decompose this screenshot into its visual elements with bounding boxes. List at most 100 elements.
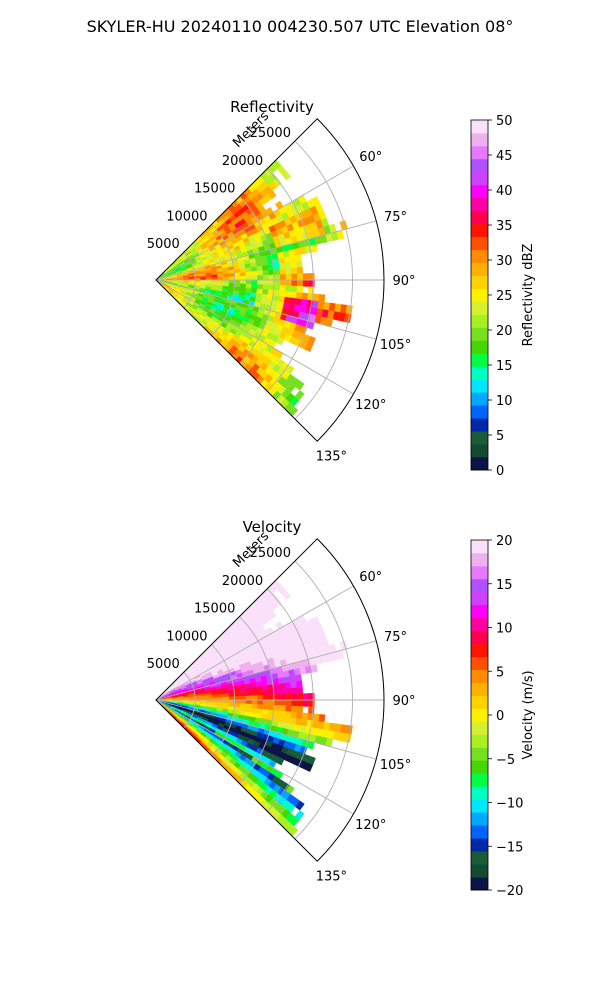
colorbar-swatch: [471, 812, 488, 826]
colorbar-swatch: [471, 366, 488, 380]
colorbar-swatch: [471, 288, 488, 302]
colorbar-swatch: [471, 643, 488, 658]
colorbar-swatch: [471, 656, 488, 671]
colorbar-tick-label: 20: [496, 534, 513, 549]
colorbar-swatch: [471, 760, 488, 774]
theta-tick-label: 90°: [392, 694, 415, 709]
colorbar-tick-label: 50: [496, 114, 513, 129]
r-tick-label: 5000: [147, 237, 180, 252]
reflectivity-panel: 5000 10000 15000 20000 25000 60° 75° 90° 105° 120…: [147, 98, 536, 479]
figure-title: SKYLER-HU 20240110 004230.507 UTC Elevat…: [87, 17, 514, 36]
azimuth-gridline: [155, 279, 377, 340]
theta-tick-label: 75°: [384, 630, 407, 645]
azimuth-gridline: [155, 640, 377, 701]
colorbar-swatch: [471, 210, 488, 225]
colorbar-swatch: [471, 565, 488, 580]
theta-tick-label: 120°: [355, 398, 386, 413]
colorbar-swatch: [471, 708, 488, 722]
theta-tick-label: 75°: [384, 210, 407, 225]
theta-tick-label: 120°: [355, 818, 386, 833]
colorbar-swatch: [471, 552, 488, 567]
colorbar-swatch: [471, 223, 488, 238]
colorbar-swatch: [471, 630, 488, 645]
theta-tick-label: 90°: [392, 274, 415, 289]
colorbar-tick-label: 0: [496, 464, 504, 479]
theta-tick-label: 105°: [380, 338, 411, 353]
colorbar-tick-label: 0: [496, 709, 504, 724]
colorbar-swatch: [471, 132, 488, 147]
colorbar-swatch: [471, 120, 488, 134]
colorbar-swatch: [471, 604, 488, 619]
colorbar-swatch: [471, 249, 488, 263]
r-tick-label: 15000: [194, 182, 235, 197]
colorbar-swatch: [471, 444, 488, 458]
r-tick-label: 25000: [250, 546, 291, 561]
colorbar-swatch: [471, 773, 488, 787]
colorbar-tick-label: 35: [496, 219, 513, 234]
colorbar-tick-label: 25: [496, 289, 513, 304]
colorbar: 0 5 10 15 20 25 30 35 40 45 50 Reflectivity dBZ: [470, 114, 536, 479]
colorbar-tick-label: 15: [496, 578, 513, 593]
colorbar-swatch: [471, 262, 488, 276]
r-tick-label: 25000: [250, 126, 291, 141]
colorbar-swatch: [471, 184, 488, 199]
colorbar-swatch: [471, 236, 488, 251]
r-tick-label: 15000: [194, 602, 235, 617]
colorbar-swatch: [471, 786, 488, 800]
colorbar-swatch: [471, 314, 488, 328]
colorbar-tick-label: −20: [496, 884, 523, 899]
panel-title: Velocity: [243, 518, 302, 536]
colorbar-swatch: [471, 431, 488, 445]
colorbar: −20 −15 −10 −5 0 5 10 15 20 Velocity (m/s): [470, 534, 536, 899]
colorbar-tick-label: −5: [496, 753, 515, 768]
azimuth-gridline: [155, 279, 354, 395]
colorbar-label: Velocity (m/s): [521, 670, 536, 759]
colorbar-tick-label: 45: [496, 149, 513, 164]
colorbar-swatch: [471, 695, 488, 709]
colorbar-swatch: [471, 540, 488, 554]
r-tick-label: 20000: [222, 154, 263, 169]
colorbar-swatch: [471, 747, 488, 761]
colorbar-swatch: [471, 838, 488, 852]
colorbar-label: Reflectivity dBZ: [521, 244, 536, 347]
colorbar-swatch: [471, 340, 488, 354]
theta-tick-label: 60°: [359, 570, 382, 585]
colorbar-swatch: [471, 197, 488, 212]
colorbar-tick-label: 40: [496, 184, 513, 199]
colorbar-tick-label: −15: [496, 840, 523, 855]
colorbar-swatch: [471, 591, 488, 606]
colorbar-swatch: [471, 275, 488, 289]
azimuth-gridline: [155, 220, 377, 281]
colorbar-swatch: [471, 379, 488, 393]
azimuth-gridline: [155, 699, 354, 815]
colorbar-swatch: [471, 851, 488, 865]
colorbar-tick-label: 5: [496, 429, 504, 444]
colorbar-swatch: [471, 799, 488, 813]
theta-tick-label: 135°: [316, 449, 347, 464]
colorbar-swatch: [471, 327, 488, 341]
azimuth-gridline: [155, 165, 354, 281]
theta-tick-label: 135°: [316, 869, 347, 884]
colorbar-tick-label: 20: [496, 324, 513, 339]
colorbar-swatch: [471, 877, 488, 891]
data-field: [159, 159, 353, 417]
r-tick-label: 5000: [147, 657, 180, 672]
colorbar-tick-label: 15: [496, 359, 513, 374]
colorbar-swatch: [471, 669, 488, 683]
velocity-panel: 5000 10000 15000 20000 25000 60° 75° 90° 105° 120…: [147, 518, 536, 899]
r-tick-label: 10000: [166, 629, 207, 644]
colorbar-swatch: [471, 158, 488, 173]
azimuth-gridline: [155, 585, 354, 701]
colorbar-swatch: [471, 171, 488, 186]
colorbar-swatch: [471, 405, 488, 419]
sector-outline: [155, 538, 385, 862]
colorbar-swatch: [471, 682, 488, 696]
colorbar-swatch: [471, 721, 488, 735]
colorbar-tick-label: 5: [496, 665, 504, 680]
theta-tick-label: 60°: [359, 150, 382, 165]
r-tick-label: 10000: [166, 209, 207, 224]
colorbar-swatch: [471, 145, 488, 160]
sector-outline: [155, 118, 385, 442]
colorbar-swatch: [471, 734, 488, 748]
